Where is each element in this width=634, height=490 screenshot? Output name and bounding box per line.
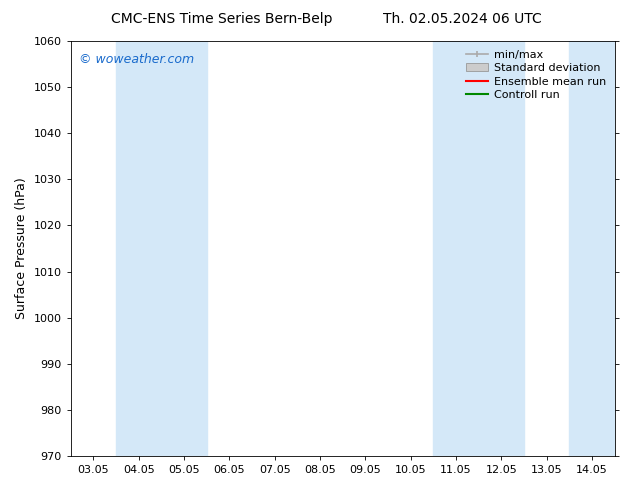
Bar (116, 41, 207, 456)
Legend: min/max, Standard deviation, Ensemble mean run, Controll run: min/max, Standard deviation, Ensemble me… (463, 47, 609, 103)
Y-axis label: Surface Pressure (hPa): Surface Pressure (hPa) (15, 178, 28, 319)
Text: © woweather.com: © woweather.com (79, 53, 194, 67)
Text: Th. 02.05.2024 06 UTC: Th. 02.05.2024 06 UTC (384, 12, 542, 26)
Bar (434, 41, 524, 456)
Text: CMC-ENS Time Series Bern-Belp: CMC-ENS Time Series Bern-Belp (111, 12, 333, 26)
Bar (569, 41, 615, 456)
